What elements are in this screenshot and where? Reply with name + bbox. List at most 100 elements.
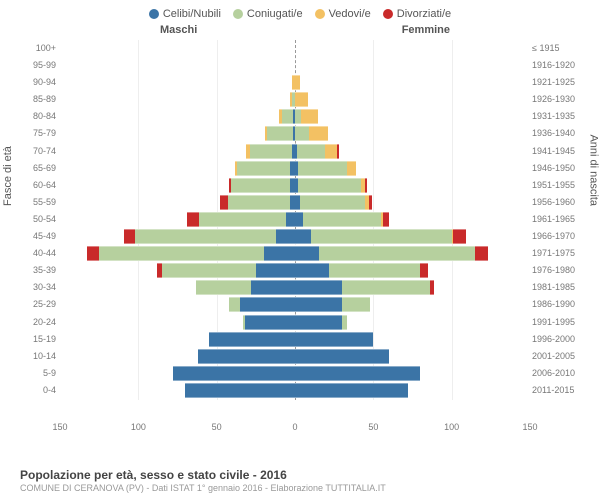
age-row: 10-142001-2005 bbox=[60, 348, 530, 365]
x-tick: 0 bbox=[292, 422, 297, 432]
female-bars bbox=[295, 75, 300, 90]
age-row: 65-691946-1950 bbox=[60, 160, 530, 177]
bar-segment bbox=[420, 263, 428, 278]
age-row: 5-92006-2010 bbox=[60, 365, 530, 382]
legend-label: Celibi/Nubili bbox=[163, 8, 221, 20]
female-bars bbox=[295, 92, 308, 107]
bar-segment bbox=[369, 195, 372, 210]
age-label: 50-54 bbox=[20, 214, 56, 224]
age-label: 5-9 bbox=[20, 368, 56, 378]
age-row: 55-591956-1960 bbox=[60, 194, 530, 211]
bar-segment bbox=[256, 263, 295, 278]
bar-segment bbox=[365, 178, 367, 193]
age-row: 20-241991-1995 bbox=[60, 314, 530, 331]
age-row: 85-891926-1930 bbox=[60, 91, 530, 108]
male-bars bbox=[243, 315, 295, 330]
bar-segment bbox=[325, 144, 338, 159]
male-bars bbox=[124, 229, 295, 244]
age-row: 40-441971-1975 bbox=[60, 245, 530, 262]
female-bars bbox=[295, 383, 408, 398]
x-tick: 50 bbox=[368, 422, 378, 432]
age-row: 80-841931-1935 bbox=[60, 108, 530, 125]
bar-segment bbox=[295, 280, 342, 295]
bar-segment bbox=[99, 246, 264, 261]
bar-segment bbox=[295, 349, 389, 364]
age-row: 0-42011-2015 bbox=[60, 382, 530, 399]
age-label: 40-44 bbox=[20, 248, 56, 258]
age-label: 70-74 bbox=[20, 146, 56, 156]
year-label: 1991-1995 bbox=[532, 317, 586, 327]
bar-segment bbox=[295, 332, 373, 347]
bar-segment bbox=[87, 246, 100, 261]
bar-segment bbox=[309, 126, 328, 141]
age-label: 0-4 bbox=[20, 385, 56, 395]
age-row: 30-341981-1985 bbox=[60, 279, 530, 296]
age-label: 60-64 bbox=[20, 180, 56, 190]
bar-segment bbox=[342, 280, 430, 295]
female-bars bbox=[295, 246, 488, 261]
legend-item: Coniugati/e bbox=[233, 8, 303, 20]
male-bars bbox=[229, 178, 295, 193]
bar-segment bbox=[298, 178, 361, 193]
bar-segment bbox=[196, 280, 251, 295]
bar-segment bbox=[303, 212, 381, 227]
age-row: 25-291986-1990 bbox=[60, 296, 530, 313]
male-bars bbox=[157, 263, 295, 278]
age-label: 45-49 bbox=[20, 231, 56, 241]
legend-swatch bbox=[383, 9, 393, 19]
legend-item: Divorziati/e bbox=[383, 8, 451, 20]
chart-footer: Popolazione per età, sesso e stato civil… bbox=[20, 468, 386, 494]
age-row: 50-541961-1965 bbox=[60, 211, 530, 228]
year-label: 1951-1955 bbox=[532, 180, 586, 190]
year-label: 1941-1945 bbox=[532, 146, 586, 156]
bar-segment bbox=[347, 161, 356, 176]
female-bars bbox=[295, 366, 420, 381]
header-male: Maschi bbox=[160, 24, 197, 36]
female-bars bbox=[295, 229, 466, 244]
age-label: 30-34 bbox=[20, 282, 56, 292]
female-bars bbox=[295, 349, 389, 364]
year-label: 1921-1925 bbox=[532, 77, 586, 87]
bar-segment bbox=[295, 315, 342, 330]
bar-segment bbox=[295, 383, 408, 398]
female-bars bbox=[295, 297, 370, 312]
bar-segment bbox=[173, 366, 295, 381]
legend-swatch bbox=[233, 9, 243, 19]
legend-label: Divorziati/e bbox=[397, 8, 451, 20]
bar-segment bbox=[297, 144, 325, 159]
legend-swatch bbox=[315, 9, 325, 19]
female-bars bbox=[295, 161, 356, 176]
age-label: 10-14 bbox=[20, 351, 56, 361]
legend-swatch bbox=[149, 9, 159, 19]
female-bars bbox=[295, 332, 373, 347]
male-bars bbox=[196, 280, 295, 295]
x-tick: 100 bbox=[131, 422, 146, 432]
year-label: 1976-1980 bbox=[532, 265, 586, 275]
male-bars bbox=[173, 366, 295, 381]
bar-segment bbox=[337, 144, 339, 159]
age-row: 35-391976-1980 bbox=[60, 262, 530, 279]
male-bars bbox=[87, 246, 295, 261]
bar-segment bbox=[220, 195, 228, 210]
age-row: 100+≤ 1915 bbox=[60, 40, 530, 57]
female-bars bbox=[295, 212, 389, 227]
age-row: 95-991916-1920 bbox=[60, 57, 530, 74]
bar-segment bbox=[383, 212, 389, 227]
female-bars bbox=[295, 315, 347, 330]
bar-segment bbox=[240, 297, 295, 312]
year-label: 2011-2015 bbox=[532, 385, 586, 395]
bar-segment bbox=[453, 229, 466, 244]
year-label: 1946-1950 bbox=[532, 163, 586, 173]
legend-item: Celibi/Nubili bbox=[149, 8, 221, 20]
age-label: 15-19 bbox=[20, 334, 56, 344]
bar-segment bbox=[300, 195, 366, 210]
gender-headers: Maschi Femmine bbox=[0, 24, 600, 40]
age-row: 75-791936-1940 bbox=[60, 125, 530, 142]
female-bars bbox=[295, 178, 367, 193]
year-label: 1996-2000 bbox=[532, 334, 586, 344]
bar-segment bbox=[301, 109, 318, 124]
male-bars bbox=[220, 195, 295, 210]
age-label: 90-94 bbox=[20, 77, 56, 87]
bar-segment bbox=[286, 212, 295, 227]
chart-title: Popolazione per età, sesso e stato civil… bbox=[20, 468, 287, 482]
